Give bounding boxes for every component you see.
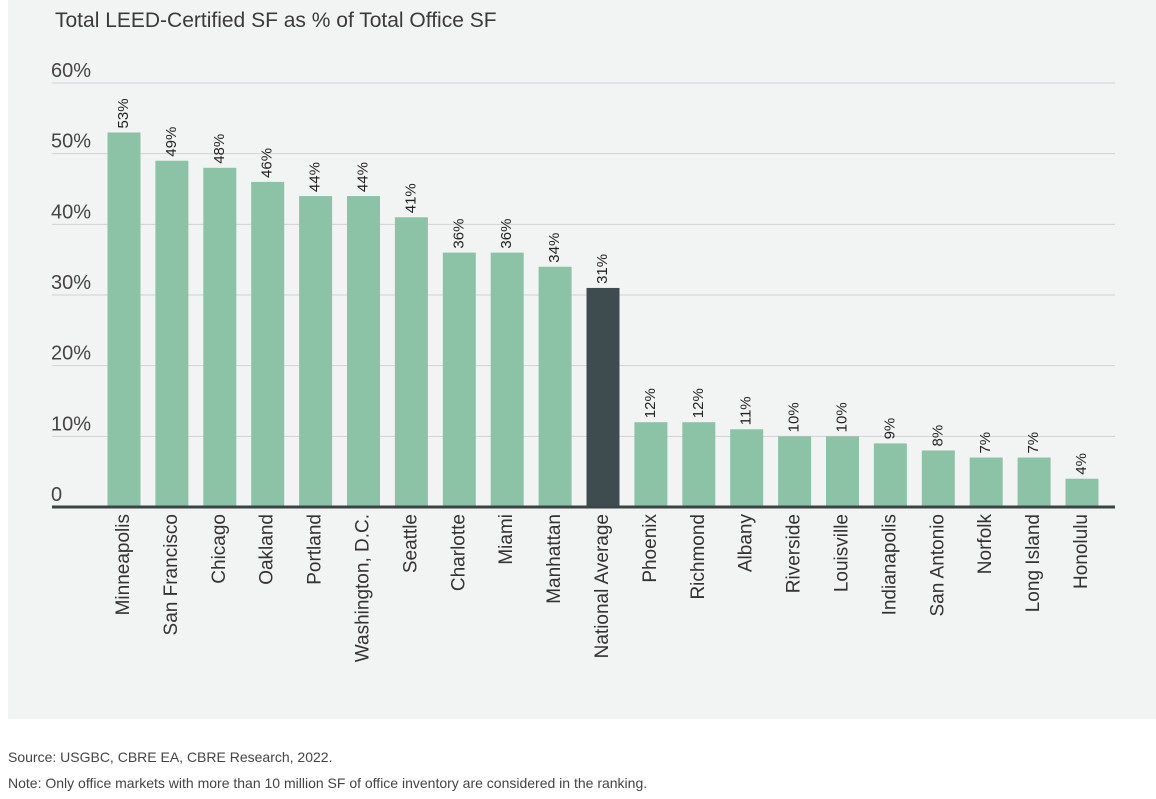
bar xyxy=(442,252,476,507)
data-label: 8% xyxy=(929,425,946,447)
x-tick-label: Honolulu xyxy=(1071,514,1092,589)
bar xyxy=(394,217,428,507)
bar xyxy=(1065,478,1099,507)
bar xyxy=(634,422,668,507)
x-tick-label: Richmond xyxy=(688,514,709,600)
data-label: 10% xyxy=(786,402,803,432)
x-tick-label: Phoenix xyxy=(640,514,661,583)
data-label: 9% xyxy=(881,418,898,440)
x-tick-label: Portland xyxy=(305,514,326,585)
bar xyxy=(251,181,285,507)
x-tick-label: San Antonio xyxy=(927,514,948,616)
bar xyxy=(1017,457,1051,507)
source-footnote: Source: USGBC, CBRE EA, CBRE Research, 2… xyxy=(8,749,333,765)
bar xyxy=(347,196,380,508)
x-tick-label: Washington, D.C. xyxy=(353,514,374,662)
y-tick-label: 40% xyxy=(51,201,91,223)
chart-title: Total LEED-Certified SF as % of Total Of… xyxy=(55,9,497,32)
bar xyxy=(299,196,333,508)
bar xyxy=(682,422,716,507)
data-label: 41% xyxy=(402,183,419,213)
data-label: 44% xyxy=(307,162,324,192)
data-label: 44% xyxy=(354,162,371,192)
data-label: 7% xyxy=(977,432,994,454)
x-tick-label: Chicago xyxy=(209,514,230,584)
chart-panel xyxy=(8,0,1156,719)
data-label: 11% xyxy=(738,396,755,425)
data-label: 36% xyxy=(498,219,515,249)
bar xyxy=(730,429,764,507)
bar xyxy=(826,436,859,507)
bar xyxy=(778,436,812,507)
data-label: 48% xyxy=(211,134,228,164)
data-label: 36% xyxy=(450,219,467,249)
x-tick-label: National Average xyxy=(592,514,613,658)
bar xyxy=(586,287,620,507)
bar xyxy=(921,450,955,507)
x-tick-label: San Francisco xyxy=(161,514,182,635)
x-tick-label: Louisville xyxy=(832,514,853,592)
x-tick-label: Seattle xyxy=(400,514,421,573)
bar xyxy=(203,167,237,508)
data-label: 7% xyxy=(1025,432,1042,454)
data-label: 34% xyxy=(546,233,563,263)
x-tick-label: Indianapolis xyxy=(879,514,900,615)
x-tick-label: Albany xyxy=(736,514,757,573)
y-tick-label: 50% xyxy=(51,131,91,153)
data-label: 46% xyxy=(259,148,276,178)
data-label: 12% xyxy=(642,388,659,418)
y-tick-label: 60% xyxy=(51,60,91,82)
x-tick-label: Minneapolis xyxy=(113,514,134,615)
x-tick-label: Oakland xyxy=(257,514,278,585)
x-tick-label: Norfolk xyxy=(975,514,996,575)
x-tick-label: Miami xyxy=(496,514,517,565)
x-tick-label: Charlotte xyxy=(448,514,469,591)
bar xyxy=(969,457,1003,507)
data-label: 10% xyxy=(833,402,850,432)
data-label: 12% xyxy=(690,388,707,418)
note-footnote: Note: Only office markets with more than… xyxy=(8,775,648,791)
bar xyxy=(107,132,141,507)
bar xyxy=(490,252,524,507)
bar xyxy=(873,443,907,507)
x-tick-label: Long Island xyxy=(1023,514,1044,612)
data-label: 49% xyxy=(163,127,180,157)
bar xyxy=(538,266,572,507)
y-tick-label: 20% xyxy=(51,343,91,365)
y-tick-label: 10% xyxy=(51,413,91,435)
data-label: 31% xyxy=(594,254,611,284)
bar xyxy=(155,160,189,507)
y-tick-label: 0 xyxy=(51,484,62,506)
x-tick-label: Riverside xyxy=(784,514,805,593)
bar-chart: 0 10% 20% 30% 40% 50% 60% 53% Minneapolis 49% San … xyxy=(51,60,1115,662)
data-label: 53% xyxy=(115,98,132,128)
data-label: 4% xyxy=(1073,453,1090,475)
y-tick-label: 30% xyxy=(51,272,91,294)
x-tick-label: Manhattan xyxy=(544,514,565,604)
